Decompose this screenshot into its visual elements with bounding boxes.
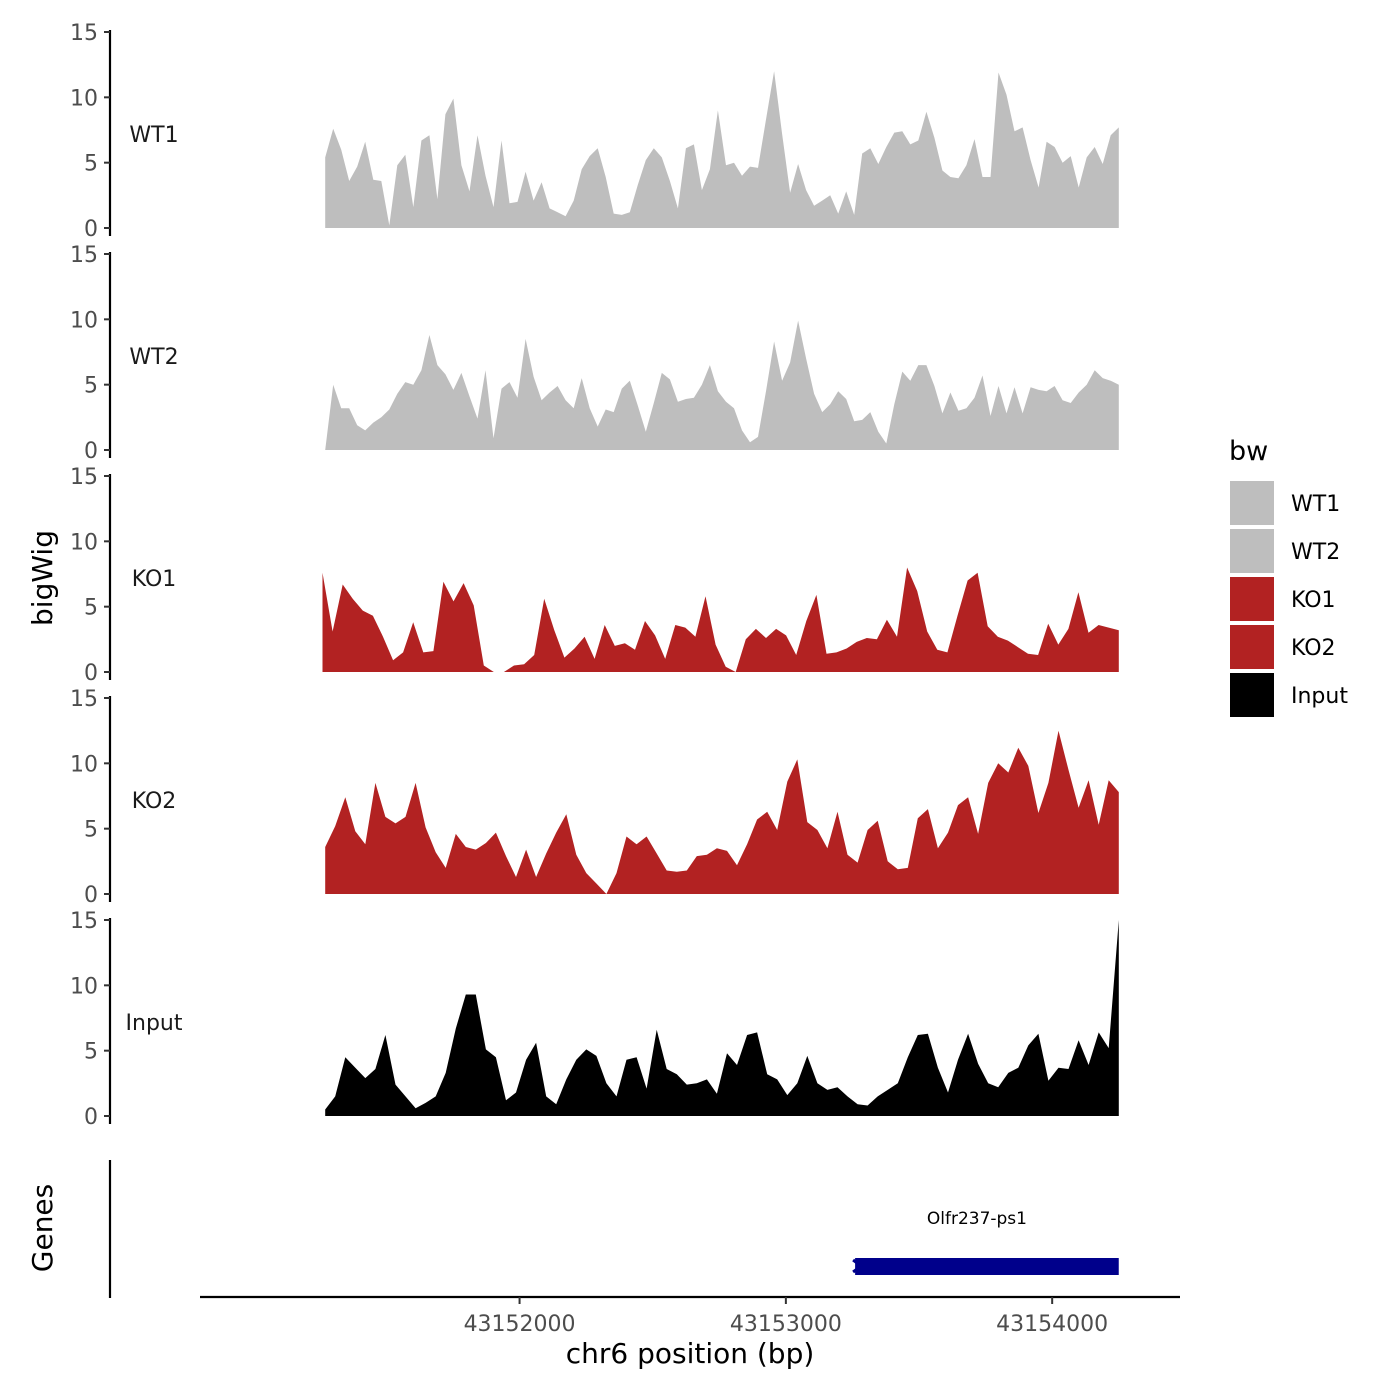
y-tick-label: 15 bbox=[70, 243, 98, 268]
legend-swatch-wt2 bbox=[1228, 527, 1276, 575]
panel-label-ko1: KO1 bbox=[132, 567, 177, 592]
y-tick-label: 15 bbox=[70, 909, 98, 934]
panel-input: 0 5 10 15 Input bbox=[70, 909, 1119, 1130]
y-tick-label: 5 bbox=[84, 596, 98, 621]
x-axis: 43152000 43153000 43154000 bbox=[200, 1295, 1180, 1337]
area-ko2 bbox=[325, 730, 1119, 894]
y-tick-label: 0 bbox=[84, 217, 98, 242]
panel-label-ko2: KO2 bbox=[132, 789, 177, 814]
legend-swatch-ko1 bbox=[1228, 575, 1276, 623]
y-tick-label: 15 bbox=[70, 465, 98, 490]
legend-label-wt2: WT2 bbox=[1291, 540, 1340, 565]
y-tick-label: 10 bbox=[70, 974, 98, 999]
y-tick-label: 10 bbox=[70, 530, 98, 555]
panel-ko2: 0 5 10 15 KO2 bbox=[70, 687, 1119, 908]
y-tick-label: 5 bbox=[84, 374, 98, 399]
panel-label-wt1: WT1 bbox=[129, 123, 178, 148]
y-tick-label: 0 bbox=[84, 1105, 98, 1130]
x-tick-label: 43152000 bbox=[464, 1312, 576, 1337]
strand-arrow-icon bbox=[852, 1258, 864, 1274]
y-tick-label: 5 bbox=[84, 818, 98, 843]
legend-swatch-input bbox=[1228, 671, 1276, 719]
legend-swatch-wt1 bbox=[1228, 479, 1276, 527]
area-input bbox=[325, 920, 1119, 1116]
legend-title: bw bbox=[1229, 436, 1268, 467]
y-tick-label: 15 bbox=[70, 687, 98, 712]
legend-label-ko2: KO2 bbox=[1291, 636, 1336, 661]
genes-panel-label: Genes bbox=[26, 1184, 59, 1272]
x-tick-label: 43153000 bbox=[730, 1312, 842, 1337]
y-tick-label: 10 bbox=[70, 752, 98, 777]
legend-items: WT1 WT2 KO1 KO2 Input bbox=[1228, 479, 1348, 719]
x-axis-title: chr6 position (bp) bbox=[566, 1337, 815, 1370]
genes-panel: Genes Olfr237-ps1 bbox=[26, 1160, 1119, 1298]
y-tick-label: 10 bbox=[70, 86, 98, 111]
area-ko1 bbox=[322, 567, 1119, 672]
y-axis-title: bigWig bbox=[26, 530, 59, 626]
y-tick-label: 10 bbox=[70, 308, 98, 333]
y-tick-label: 5 bbox=[84, 152, 98, 177]
area-wt1 bbox=[325, 71, 1119, 228]
panel-wt2: 0 5 10 15 WT2 bbox=[70, 243, 1119, 464]
panel-wt1: 0 5 10 15 WT1 bbox=[70, 21, 1119, 242]
y-tick-label: 15 bbox=[70, 21, 98, 46]
legend-swatch-ko2 bbox=[1228, 623, 1276, 671]
legend-label-wt1: WT1 bbox=[1291, 492, 1340, 517]
legend-label-input: Input bbox=[1291, 684, 1348, 709]
x-tick-label: 43154000 bbox=[996, 1312, 1108, 1337]
panel-ko1: 0 5 10 15 KO1 bbox=[70, 465, 1119, 686]
y-tick-label: 0 bbox=[84, 883, 98, 908]
y-tick-label: 0 bbox=[84, 439, 98, 464]
y-tick-label: 5 bbox=[84, 1040, 98, 1065]
gene-label: Olfr237-ps1 bbox=[927, 1209, 1027, 1229]
track-panels: 0 5 10 15 WT1 0 5 10 15 WT2 0 5 10 15 KO1 0 5 10 15 KO2 0 5 10… bbox=[70, 21, 1119, 1130]
panel-label-wt2: WT2 bbox=[129, 345, 178, 370]
y-tick-label: 0 bbox=[84, 661, 98, 686]
gene-body bbox=[855, 1258, 1119, 1275]
panel-label-input: Input bbox=[126, 1011, 183, 1036]
gene-marks: Olfr237-ps1 bbox=[852, 1209, 1119, 1275]
legend-label-ko1: KO1 bbox=[1291, 588, 1336, 613]
area-wt2 bbox=[325, 320, 1119, 450]
legend: bw WT1 WT2 KO1 KO2 Input bbox=[1228, 436, 1348, 719]
